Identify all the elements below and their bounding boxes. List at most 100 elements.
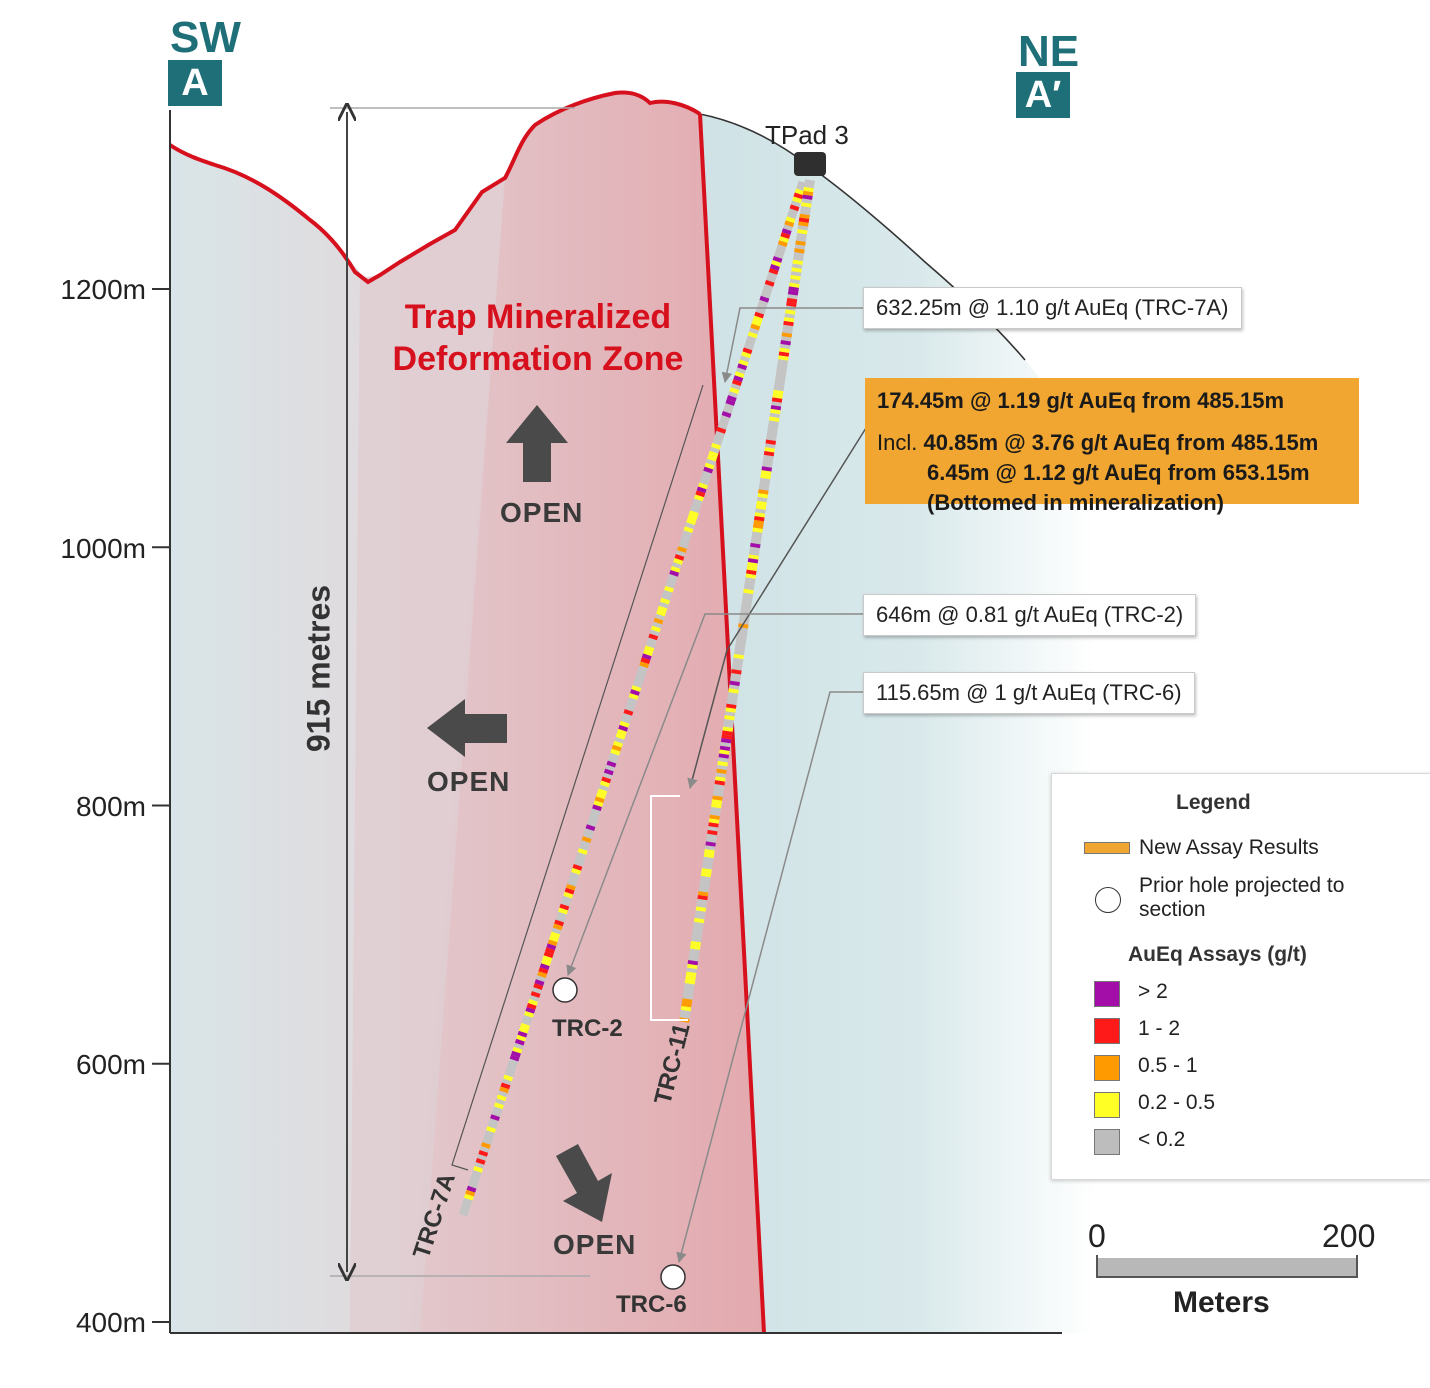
trc11-assay-interval	[750, 542, 761, 549]
legend-class-label-0: > 2	[1138, 980, 1168, 1003]
trc11-assay-interval	[783, 320, 794, 327]
trc11-assay-interval	[802, 194, 813, 200]
trc11-assay-interval	[795, 240, 806, 246]
trc7a-assay-interval	[496, 1094, 507, 1102]
trc7a-assay-interval	[688, 510, 699, 518]
trc7a-assay-interval	[643, 649, 653, 657]
trc11-assay-interval	[687, 960, 699, 966]
legend-class-label-1: 1 - 2	[1138, 1017, 1181, 1040]
trc7a-assay-interval	[673, 558, 684, 565]
trc11-assay-interval	[747, 561, 758, 568]
trc7a-assay-interval	[771, 260, 782, 267]
vertical-extent-label: 915 metres	[300, 584, 337, 753]
trc11-assay-interval	[729, 680, 740, 686]
trc7a-assay-interval	[694, 494, 704, 502]
trc11-assay-interval	[768, 416, 780, 422]
trc7a-assay-interval	[650, 625, 661, 633]
trc7a-assay-interval	[732, 379, 742, 387]
trc11-assay-interval	[746, 569, 757, 575]
trc7a-assay-interval	[538, 967, 549, 975]
trc11-assay-interval	[695, 906, 707, 912]
trc7a-assay-interval	[480, 1142, 491, 1149]
trc11-assay-interval	[681, 998, 693, 1004]
trc11-assay-interval	[761, 466, 772, 472]
trc11-assay-interval	[792, 259, 803, 265]
trc7a-assay-interval	[524, 1010, 534, 1018]
highlight-line3: 6.45m @ 1.12 g/t AuEq from 653.15m	[927, 460, 1310, 485]
trc11-assay-interval	[760, 473, 771, 480]
trc7a-assay-interval	[616, 728, 627, 736]
legend-swatch-2	[1094, 1055, 1120, 1081]
trc7a-assay-interval	[597, 788, 608, 796]
ne-label: NE	[1018, 27, 1080, 76]
trc11-assay-interval	[764, 447, 775, 453]
trc7a-assay-interval	[764, 279, 775, 287]
trc11-assay-interval	[778, 355, 789, 361]
trc11-assay-interval	[801, 202, 812, 208]
trc7a-assay-interval	[779, 236, 789, 244]
trc11-assay-interval	[799, 213, 810, 220]
y-tick-label-400: 400m	[75, 1307, 146, 1338]
open-arrow-up	[506, 405, 568, 482]
trc11-assay-interval	[689, 944, 701, 951]
trc7a-assay-interval	[696, 486, 707, 494]
trc7a-assay-interval	[759, 295, 770, 303]
trc11-assay-interval	[758, 489, 769, 495]
trc11-bracket	[650, 795, 688, 1021]
trc2-label: TRC-2	[552, 1015, 623, 1042]
trc7a-assay-interval	[543, 951, 554, 959]
trc7a-assay-interval	[695, 490, 706, 498]
trc7a-assay-interval	[793, 192, 804, 200]
trc11-assay-interval	[770, 408, 781, 415]
trc7a-assay-interval	[571, 867, 582, 875]
trc7a-assay-interval	[593, 800, 604, 808]
y-tick-label-800: 800m	[75, 791, 146, 822]
trc7a-assay-interval	[674, 554, 685, 561]
trc7a-assay-interval	[542, 955, 553, 963]
trc11-assay-interval	[693, 917, 705, 924]
trc11-assay-interval	[717, 761, 728, 767]
scale-start-label: 0	[1088, 1218, 1106, 1254]
trc11-assay-interval	[707, 829, 718, 836]
trc7a-assay-interval	[563, 891, 574, 899]
trc11-assay-interval	[724, 715, 735, 721]
trc7a-assay-interval	[768, 268, 779, 275]
trc7a-assay-interval	[526, 1003, 537, 1010]
trc11-assay-interval	[718, 753, 730, 759]
trc11-assay-interval	[711, 803, 722, 809]
trc6-label: TRC-6	[616, 1291, 687, 1318]
trc11-assay-interval	[765, 439, 776, 445]
trc11-assay-interval	[716, 768, 727, 774]
trc7a-assay-interval	[511, 1050, 521, 1058]
trc7a-assay-interval	[475, 1157, 486, 1165]
trc7a-assay-interval	[601, 776, 612, 784]
trc11-assay-interval	[690, 940, 701, 947]
trc11-assay-interval	[803, 186, 814, 193]
trc7a-assay-interval	[631, 685, 642, 692]
leader-trc6	[676, 691, 863, 1264]
trc7a-assay-interval	[592, 804, 602, 812]
trc7a-assay-interval	[534, 979, 545, 986]
trc11-assay-interval	[715, 776, 726, 782]
leader-trc2	[566, 613, 863, 976]
highlight-line2-row: Incl. 40.85m @ 3.76 g/t AuEq from 485.15…	[877, 428, 1347, 458]
scale-unit-label: Meters	[1173, 1286, 1270, 1319]
trc7a-assay-interval	[640, 657, 651, 665]
trc7a-assay-interval	[704, 462, 715, 470]
trc7a-assay-interval	[530, 991, 541, 998]
trc7a-assay-interval	[520, 1022, 531, 1030]
new-assay-swatch	[1084, 842, 1130, 854]
trc7a-assay-interval	[703, 466, 714, 474]
trc7a-assay-interval	[537, 971, 548, 979]
open-label-up: OPEN	[500, 497, 584, 528]
trc7a-assay-interval	[603, 768, 614, 776]
trc7a-assay-interval	[721, 411, 732, 418]
trc7a-assay-interval	[512, 1046, 523, 1054]
trc11-assay-interval	[787, 290, 799, 296]
drill-traces	[458, 179, 815, 1217]
trc11-assay-interval	[747, 558, 759, 564]
section-end-tag: A′	[1016, 72, 1070, 118]
trc11-assay-interval	[788, 286, 799, 292]
trc11-assay-interval	[711, 799, 723, 805]
